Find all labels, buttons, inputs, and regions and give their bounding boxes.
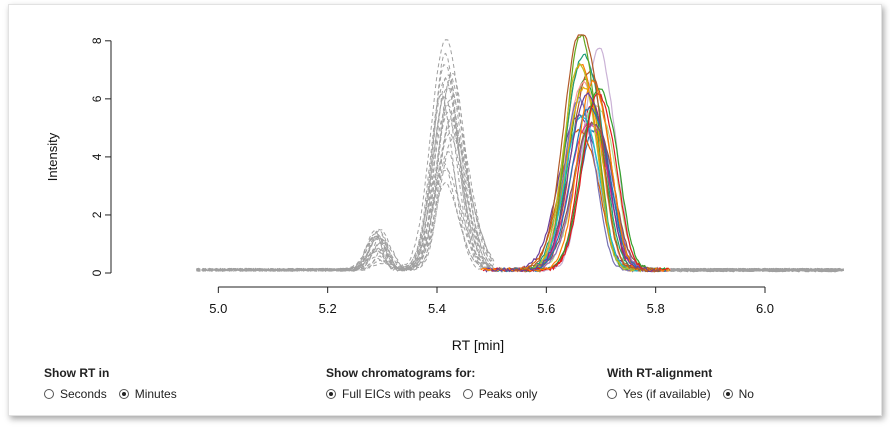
y-tick-label: 0 xyxy=(90,269,104,276)
background-eic-line xyxy=(196,72,844,272)
peak-series-line xyxy=(510,107,667,273)
background-eic-line xyxy=(196,99,844,272)
background-eic-line xyxy=(196,130,844,272)
y-tick-label: 2 xyxy=(90,211,104,218)
background-eic-line xyxy=(196,77,844,272)
background-eic-line xyxy=(196,116,844,272)
background-eic-line xyxy=(196,39,844,272)
radio-minutes-dot[interactable] xyxy=(118,389,129,399)
background-eic-line xyxy=(196,159,844,272)
radio-peaks-only[interactable]: Peaks only xyxy=(462,387,538,401)
background-eic-line xyxy=(196,104,844,272)
eic-chart: 0 2 4 6 8 5.0 5.2 5.4 5.6 5.8 6.0 RT [min] Intens… xyxy=(45,34,845,353)
y-tick-label: 8 xyxy=(90,37,104,44)
radio-seconds[interactable]: Seconds xyxy=(44,387,107,401)
radio-peaks-only-dot[interactable] xyxy=(462,389,473,399)
x-tick-label: 5.0 xyxy=(209,301,227,316)
background-eic-line xyxy=(196,124,844,272)
peak-series-line xyxy=(516,128,660,273)
radio-seconds-label: Seconds xyxy=(60,387,107,401)
radio-alignment-yes-dot[interactable] xyxy=(607,389,617,399)
radio-full-eics-label: Full EICs with peaks xyxy=(342,387,451,401)
background-eic-line xyxy=(196,77,844,272)
rt-unit-title: Show RT in xyxy=(44,366,110,380)
y-axis: 0 2 4 6 8 xyxy=(90,37,112,276)
x-axis-title: RT [min] xyxy=(452,337,504,353)
x-tick-label: 5.2 xyxy=(319,301,337,316)
chart-panel: 0 2 4 6 8 5.0 5.2 5.4 5.6 5.8 6.0 RT [min] Intens… xyxy=(8,4,882,416)
x-tick-label: 5.4 xyxy=(428,301,446,316)
background-eic-lines xyxy=(196,39,845,273)
x-axis: 5.0 5.2 5.4 5.6 5.8 6.0 xyxy=(209,286,774,316)
x-tick-label: 5.6 xyxy=(537,301,555,316)
peak-series-line xyxy=(496,114,667,273)
peak-series-line xyxy=(511,53,658,272)
background-eic-line xyxy=(196,119,844,272)
alignment-radio-group: Yes (if available) No xyxy=(607,387,766,401)
y-tick-label: 6 xyxy=(90,95,104,102)
y-axis-title: Intensity xyxy=(45,132,60,181)
background-eic-line xyxy=(196,151,844,272)
background-eic-line xyxy=(196,169,844,272)
radio-minutes-label: Minutes xyxy=(134,387,177,401)
background-tail-line xyxy=(644,267,842,273)
background-eic-line xyxy=(196,52,844,272)
radio-alignment-yes-label: Yes (if available) xyxy=(623,387,711,401)
radio-full-eics-dot[interactable] xyxy=(326,389,336,399)
y-tick-label: 4 xyxy=(90,153,104,160)
peak-series-line xyxy=(490,92,661,273)
radio-minutes[interactable]: Minutes xyxy=(118,387,177,401)
radio-peaks-only-label: Peaks only xyxy=(478,387,538,401)
background-eic-line xyxy=(196,96,845,272)
background-eic-line xyxy=(196,64,844,272)
rt-unit-radio-group: Seconds Minutes xyxy=(44,387,189,401)
background-eic-line xyxy=(196,110,844,273)
chromatograms-title: Show chromatograms for: xyxy=(326,366,476,380)
background-eic-line xyxy=(196,87,844,273)
background-eic-line xyxy=(196,181,844,272)
radio-alignment-yes[interactable]: Yes (if available) xyxy=(607,387,711,401)
radio-seconds-dot[interactable] xyxy=(44,389,54,399)
alignment-title: With RT-alignment xyxy=(607,366,713,380)
peak-series-line xyxy=(514,34,661,273)
x-tick-label: 5.8 xyxy=(647,301,665,316)
radio-alignment-no[interactable]: No xyxy=(722,387,754,401)
peak-lines xyxy=(480,34,671,273)
radio-full-eics[interactable]: Full EICs with peaks xyxy=(326,387,451,401)
radio-alignment-no-dot[interactable] xyxy=(722,389,733,399)
background-tail-line xyxy=(644,267,842,273)
radio-alignment-no-label: No xyxy=(738,387,754,401)
peak-series-line xyxy=(484,114,664,273)
background-eic-line xyxy=(196,137,844,272)
background-eic-line xyxy=(196,74,844,272)
background-eic-line xyxy=(196,92,844,272)
chromatograms-radio-group: Full EICs with peaks Peaks only xyxy=(326,387,549,401)
x-tick-label: 6.0 xyxy=(756,301,774,316)
peak-series-line xyxy=(486,62,661,273)
